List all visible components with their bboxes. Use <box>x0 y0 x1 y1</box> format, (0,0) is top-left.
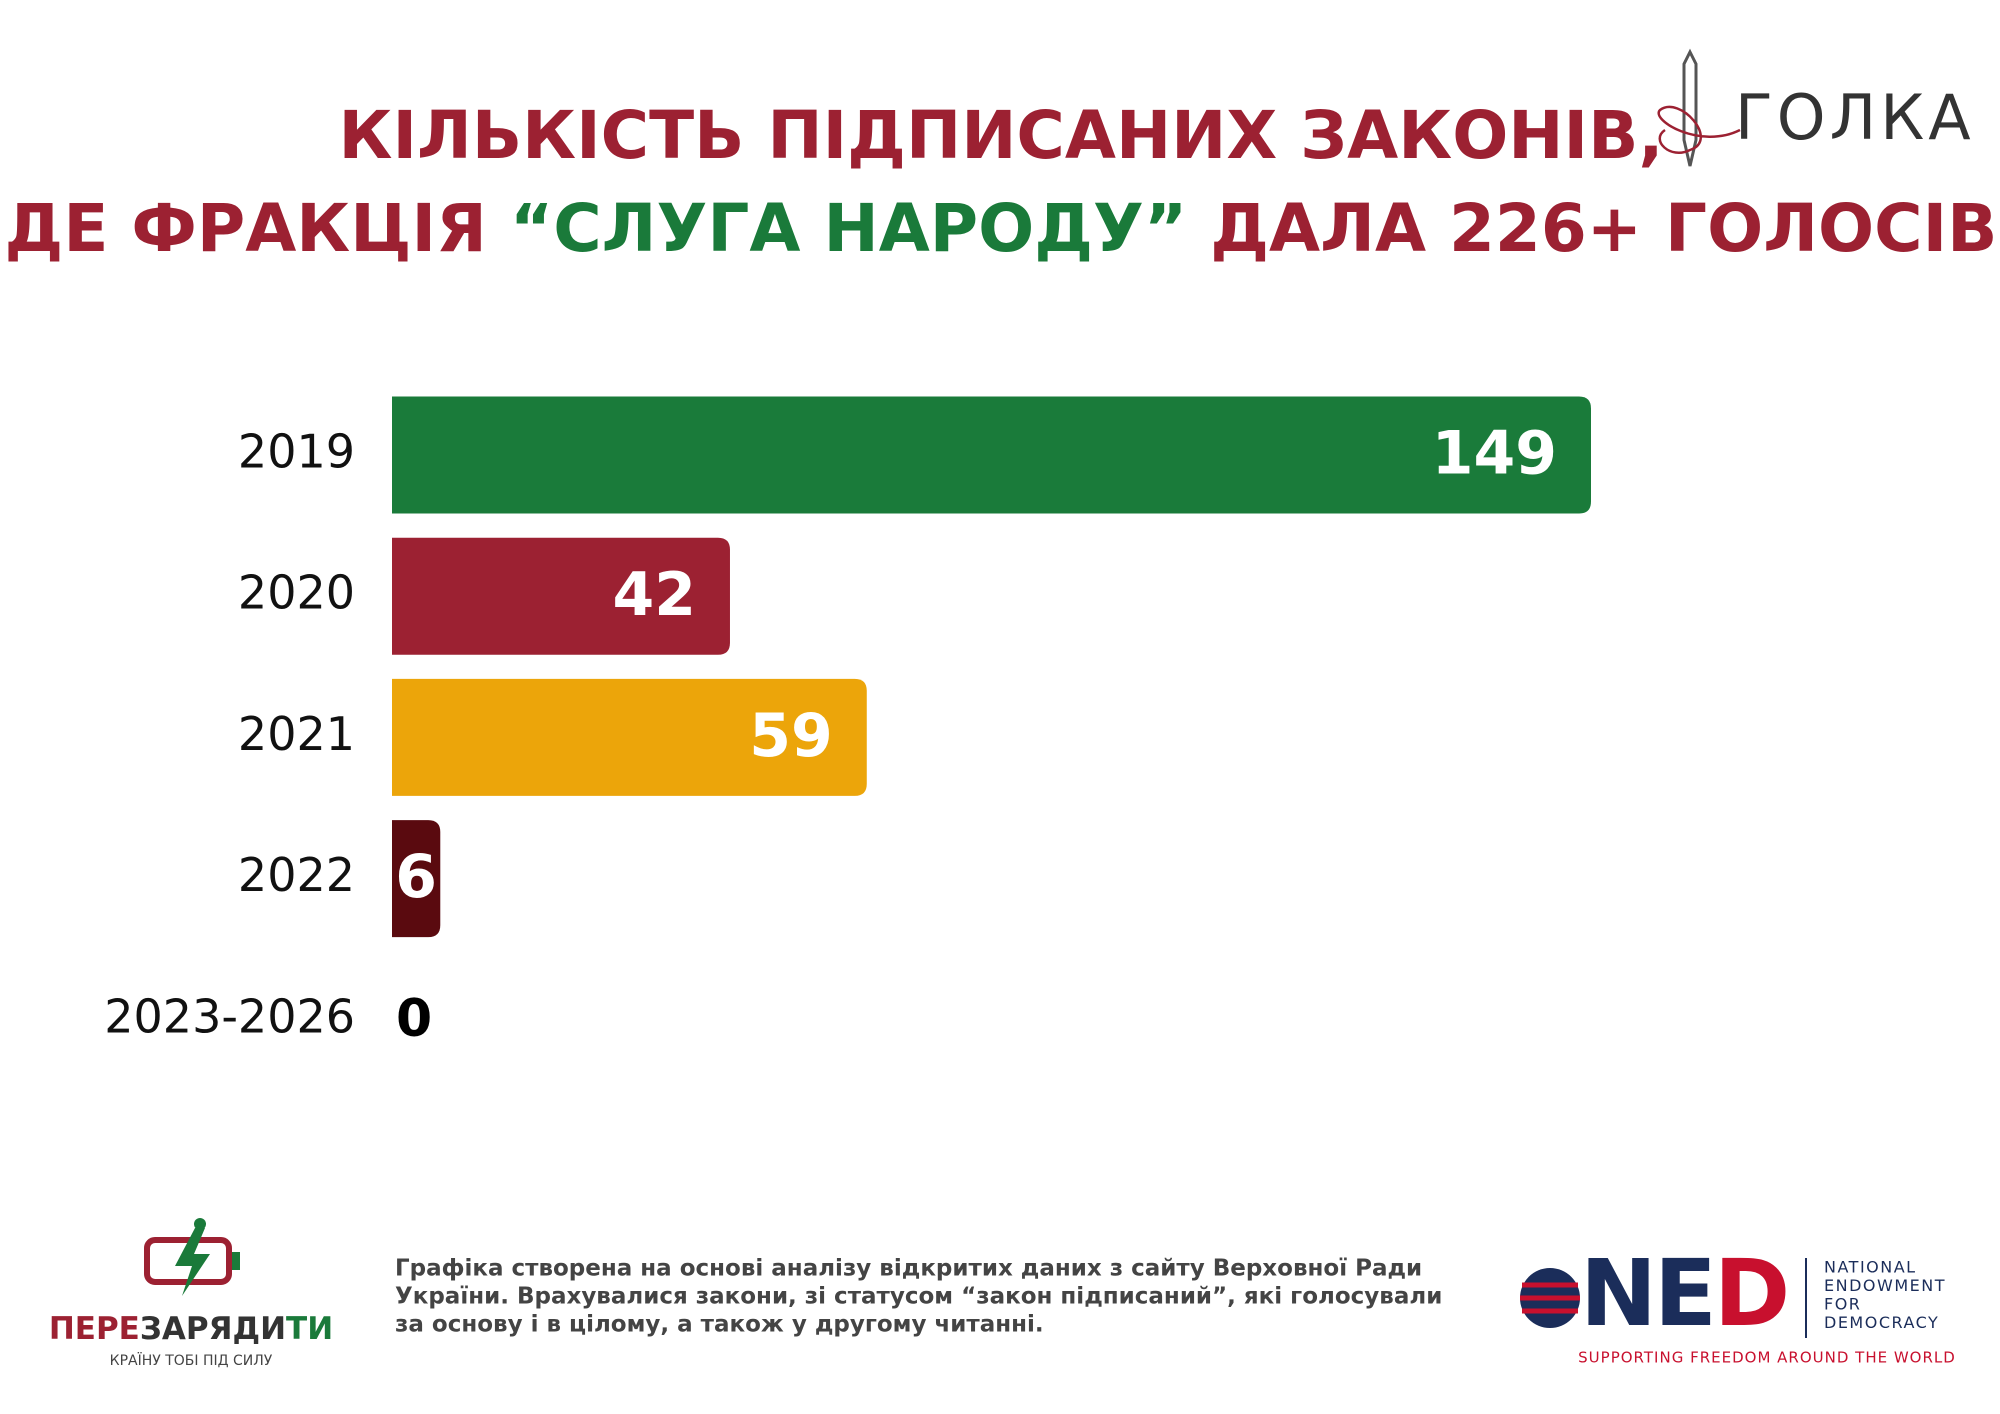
logo-text: ПЕРЕЗАРЯДИТИ <box>49 1311 333 1347</box>
footnote-line: України. Врахувалися закони, зі статусом… <box>395 1284 1442 1310</box>
ned-name-line: NATIONAL <box>1824 1258 1917 1277</box>
ned-name-line: ENDOWMENT <box>1824 1276 1946 1295</box>
needle-icon <box>1682 48 1698 167</box>
value-label: 6 <box>395 842 437 912</box>
logo-part: ПЕРЕ <box>49 1311 140 1347</box>
value-label: 0 <box>396 989 432 1049</box>
logo-part: ЗАРЯДИ <box>140 1311 286 1347</box>
y-tick-label: 2023-2026 <box>104 989 355 1043</box>
bolt-icon <box>175 1228 210 1296</box>
golka-logo: ГОЛКА <box>1657 48 1975 167</box>
bar <box>392 396 1591 514</box>
chart-title: КІЛЬКІСТЬ ПІДПИСАНИХ ЗАКОНІВ, <box>339 97 1664 174</box>
bar <box>392 820 441 938</box>
title-part: “СЛУГА НАРОДУ” <box>510 190 1187 267</box>
left-logo: ПЕРЕЗАРЯДИТИ КРАЇНУ ТОБІ ПІД СИЛУ <box>49 1218 333 1369</box>
ned-tagline: SUPPORTING FREEDOM AROUND THE WORLD <box>1578 1349 1956 1367</box>
footnote-line: Графіка створена на основі аналізу відкр… <box>395 1256 1422 1282</box>
value-label: 149 <box>1432 419 1557 489</box>
ned-name-line: DEMOCRACY <box>1824 1313 1939 1332</box>
globe-stripes <box>1520 1282 1580 1314</box>
title-part: ДАЛА 226+ ГОЛОСІВ <box>1187 190 1997 267</box>
battery-tip <box>232 1252 240 1270</box>
y-tick-label: 2022 <box>238 848 355 902</box>
y-tick-label: 2020 <box>238 566 355 620</box>
value-label: 42 <box>612 560 696 630</box>
thread-icon <box>1657 105 1741 154</box>
ned-letters: NED <box>1580 1240 1787 1347</box>
footnote: Графіка створена на основі аналізу відкр… <box>395 1256 1442 1338</box>
y-tick-label: 2019 <box>238 425 355 479</box>
logo-text: ГОЛКА <box>1735 81 1975 154</box>
ned-name-line: FOR <box>1824 1295 1861 1314</box>
y-tick-label: 2021 <box>238 707 355 761</box>
ned-part: D <box>1714 1240 1787 1347</box>
bar <box>392 537 730 655</box>
logo-part: ТИ <box>286 1311 333 1347</box>
logo-tagline: КРАЇНУ ТОБІ ПІД СИЛУ <box>110 1351 273 1369</box>
ned-part: NE <box>1580 1240 1714 1347</box>
chart-title: ДЕ ФРАКЦІЯ “СЛУГА НАРОДУ” ДАЛА 226+ ГОЛО… <box>5 190 1998 267</box>
title-part: ДЕ ФРАКЦІЯ <box>5 190 510 267</box>
value-label: 59 <box>749 701 833 771</box>
footnote-line: за основу і в цілому, а також у другому … <box>395 1312 1044 1338</box>
dot-icon <box>194 1218 206 1230</box>
bar <box>392 678 867 796</box>
